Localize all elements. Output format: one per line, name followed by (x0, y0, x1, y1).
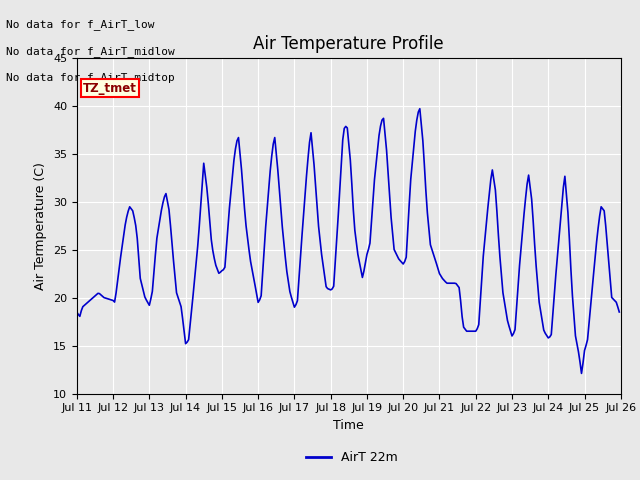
Text: No data for f_AirT_midlow: No data for f_AirT_midlow (6, 46, 175, 57)
Legend: AirT 22m: AirT 22m (301, 446, 403, 469)
Y-axis label: Air Termperature (C): Air Termperature (C) (35, 162, 47, 289)
Text: TZ_tmet: TZ_tmet (83, 82, 137, 95)
Text: No data for f_AirT_low: No data for f_AirT_low (6, 19, 155, 30)
X-axis label: Time: Time (333, 419, 364, 432)
Title: Air Temperature Profile: Air Temperature Profile (253, 35, 444, 53)
Text: No data for f_AirT_midtop: No data for f_AirT_midtop (6, 72, 175, 83)
